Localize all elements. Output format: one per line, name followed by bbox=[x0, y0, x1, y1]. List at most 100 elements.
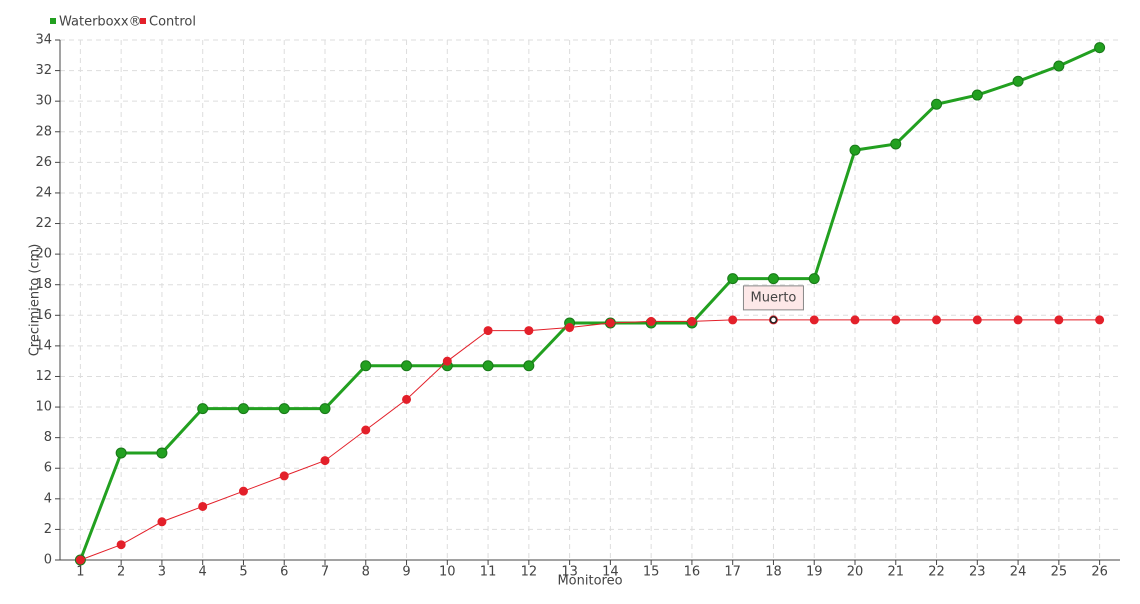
data-point bbox=[238, 486, 248, 496]
y-tick-label: 28 bbox=[35, 124, 52, 139]
data-point bbox=[687, 316, 697, 326]
x-tick-label: 7 bbox=[321, 565, 329, 580]
data-point bbox=[157, 517, 167, 527]
data-point bbox=[727, 273, 739, 285]
y-tick-label: 18 bbox=[35, 277, 52, 292]
data-point bbox=[198, 501, 208, 511]
data-point bbox=[523, 360, 535, 372]
y-tick-label: 14 bbox=[35, 338, 52, 353]
y-tick-label: 6 bbox=[44, 461, 52, 476]
annotation-text: Muerto bbox=[751, 290, 797, 305]
x-tick-label: 17 bbox=[724, 565, 741, 580]
y-tick-label: 8 bbox=[44, 430, 52, 445]
x-tick-label: 4 bbox=[199, 565, 207, 580]
series-line bbox=[78, 46, 1101, 561]
data-point bbox=[809, 315, 819, 325]
data-point bbox=[1095, 315, 1105, 325]
x-tick-label: 23 bbox=[969, 565, 986, 580]
legend-swatch bbox=[50, 18, 56, 24]
x-tick-label: 9 bbox=[402, 565, 410, 580]
y-tick-label: 20 bbox=[35, 247, 52, 262]
annotation-box bbox=[742, 285, 804, 311]
data-point bbox=[524, 326, 534, 336]
data-point bbox=[115, 447, 127, 459]
data-point bbox=[1054, 315, 1064, 325]
x-tick-label: 2 bbox=[117, 565, 125, 580]
data-point bbox=[728, 315, 738, 325]
y-tick-label: 16 bbox=[35, 308, 52, 323]
data-point bbox=[565, 323, 575, 333]
data-point bbox=[237, 403, 249, 415]
data-point bbox=[1013, 315, 1023, 325]
x-tick-label: 8 bbox=[362, 565, 370, 580]
x-tick-label: 13 bbox=[561, 565, 578, 580]
data-point bbox=[1012, 75, 1024, 87]
x-tick-label: 14 bbox=[602, 565, 619, 580]
data-point bbox=[1053, 60, 1065, 72]
data-point bbox=[932, 315, 942, 325]
x-tick-label: 6 bbox=[280, 565, 288, 580]
x-tick-label: 11 bbox=[480, 565, 497, 580]
legend-label: Control bbox=[149, 15, 196, 30]
y-tick-label: 10 bbox=[35, 400, 52, 415]
series-line bbox=[80, 319, 1100, 561]
x-tick-label: 25 bbox=[1051, 565, 1068, 580]
data-point bbox=[75, 555, 85, 565]
data-point bbox=[319, 403, 331, 415]
data-point bbox=[767, 273, 779, 285]
x-tick-label: 26 bbox=[1091, 565, 1108, 580]
x-tick-label: 19 bbox=[806, 565, 823, 580]
x-tick-label: 20 bbox=[847, 565, 864, 580]
data-point bbox=[320, 456, 330, 466]
data-point bbox=[402, 394, 412, 404]
data-point bbox=[808, 273, 820, 285]
data-point bbox=[360, 360, 372, 372]
data-point bbox=[891, 315, 901, 325]
x-tick-label: 21 bbox=[887, 565, 904, 580]
y-tick-label: 0 bbox=[44, 553, 52, 568]
x-tick-label: 24 bbox=[1010, 565, 1027, 580]
x-axis-label: Monitoreo bbox=[557, 574, 622, 589]
data-point bbox=[483, 326, 493, 336]
annotation-point bbox=[769, 316, 778, 324]
y-tick-label: 32 bbox=[35, 63, 52, 78]
legend-label: Waterboxx® bbox=[59, 15, 142, 30]
data-point bbox=[482, 360, 494, 372]
legend-swatch bbox=[140, 18, 146, 24]
y-tick-label: 34 bbox=[35, 33, 52, 48]
data-point bbox=[197, 403, 209, 415]
data-point bbox=[646, 316, 656, 326]
data-point bbox=[972, 315, 982, 325]
y-tick-label: 30 bbox=[35, 94, 52, 109]
x-tick-label: 22 bbox=[928, 565, 945, 580]
data-point bbox=[971, 89, 983, 101]
data-point bbox=[931, 98, 943, 110]
data-point bbox=[361, 425, 371, 435]
x-tick-label: 12 bbox=[521, 565, 538, 580]
y-tick-label: 24 bbox=[35, 185, 52, 200]
y-tick-label: 2 bbox=[44, 522, 52, 537]
data-point bbox=[278, 403, 290, 415]
y-tick-label: 4 bbox=[44, 491, 52, 506]
y-axis-label: Crecimiento (cm) bbox=[28, 244, 43, 357]
data-point bbox=[1094, 42, 1106, 54]
data-point bbox=[401, 360, 413, 372]
x-tick-label: 3 bbox=[158, 565, 166, 580]
data-point bbox=[442, 356, 452, 366]
x-tick-label: 15 bbox=[643, 565, 660, 580]
data-point bbox=[605, 318, 615, 328]
x-tick-label: 18 bbox=[765, 565, 782, 580]
data-point bbox=[279, 471, 289, 481]
data-point bbox=[890, 138, 902, 150]
x-tick-label: 10 bbox=[439, 565, 456, 580]
x-tick-label: 5 bbox=[239, 565, 247, 580]
x-tick-label: 16 bbox=[684, 565, 701, 580]
data-point bbox=[156, 447, 168, 459]
x-tick-label: 1 bbox=[76, 565, 84, 580]
y-tick-label: 12 bbox=[35, 369, 52, 384]
data-point bbox=[850, 315, 860, 325]
data-point bbox=[849, 144, 861, 156]
y-tick-label: 26 bbox=[35, 155, 52, 170]
y-tick-label: 22 bbox=[35, 216, 52, 231]
